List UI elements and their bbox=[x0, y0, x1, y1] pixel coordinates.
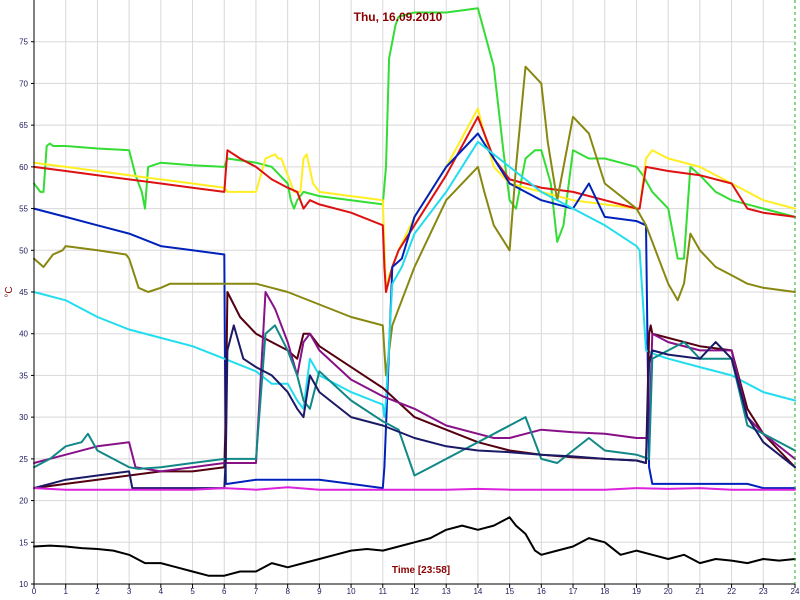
series-line-9 bbox=[33, 324, 796, 477]
x-tick-label: 0 bbox=[32, 587, 37, 596]
x-tick-label: 15 bbox=[505, 587, 514, 596]
y-tick-label: 50 bbox=[19, 246, 28, 255]
x-tick-label: 7 bbox=[254, 587, 259, 596]
x-tick-label: 1 bbox=[63, 587, 68, 596]
x-tick-label: 11 bbox=[379, 587, 388, 596]
x-tick-label: 21 bbox=[695, 587, 704, 596]
series-line-11 bbox=[33, 486, 796, 491]
y-tick-label: 60 bbox=[19, 163, 28, 172]
x-tick-label: 5 bbox=[190, 587, 195, 596]
tick-labels: 0 1 2 3 4 5 6 7 8 9 10 11 12 13 14 15 16 17 18 19 20 21 22 23 24… bbox=[19, 38, 800, 596]
x-tick-label: 17 bbox=[569, 587, 578, 596]
x-tick-label: 2 bbox=[95, 587, 100, 596]
series-line-3 bbox=[33, 115, 796, 293]
series-line-4 bbox=[33, 132, 796, 490]
series-line-12 bbox=[33, 516, 796, 577]
series-line-6 bbox=[33, 140, 796, 419]
chart-title: Thu, 16.09.2010 bbox=[354, 10, 443, 24]
y-tick-label: 35 bbox=[19, 371, 28, 380]
x-tick-label: 23 bbox=[759, 587, 768, 596]
x-tick-label: 10 bbox=[347, 587, 356, 596]
y-tick-label: 55 bbox=[19, 205, 28, 214]
x-tick-label: 14 bbox=[473, 587, 482, 596]
x-tick-label: 4 bbox=[159, 587, 164, 596]
series-lines bbox=[33, 7, 796, 577]
x-tick-label: 20 bbox=[664, 587, 673, 596]
y-tick-label: 70 bbox=[19, 79, 28, 88]
y-tick-label: 10 bbox=[19, 580, 28, 589]
x-axis-label: Time [23:58] bbox=[392, 565, 450, 576]
x-tick-label: 6 bbox=[222, 587, 227, 596]
x-tick-label: 19 bbox=[632, 587, 641, 596]
series-line-5 bbox=[33, 65, 796, 377]
y-tick-label: 25 bbox=[19, 455, 28, 464]
x-tick-label: 13 bbox=[442, 587, 451, 596]
y-tick-label: 45 bbox=[19, 288, 28, 297]
series-line-1 bbox=[33, 7, 796, 260]
x-tick-label: 24 bbox=[791, 587, 800, 596]
y-tick-label: 40 bbox=[19, 330, 28, 339]
x-tick-label: 22 bbox=[727, 587, 736, 596]
x-tick-label: 18 bbox=[600, 587, 609, 596]
x-tick-label: 8 bbox=[285, 587, 290, 596]
y-tick-label: 15 bbox=[19, 538, 28, 547]
y-tick-label: 75 bbox=[19, 38, 28, 47]
x-tick-label: 3 bbox=[127, 587, 132, 596]
x-tick-label: 9 bbox=[317, 587, 322, 596]
y-axis-label: °C bbox=[4, 286, 15, 297]
y-tick-label: 20 bbox=[19, 497, 28, 506]
x-tick-label: 16 bbox=[537, 587, 546, 596]
x-tick-label: 12 bbox=[410, 587, 419, 596]
series-line-10 bbox=[33, 324, 796, 490]
series-line-8 bbox=[33, 291, 796, 473]
y-tick-label: 30 bbox=[19, 413, 28, 422]
y-tick-label: 65 bbox=[19, 121, 28, 130]
